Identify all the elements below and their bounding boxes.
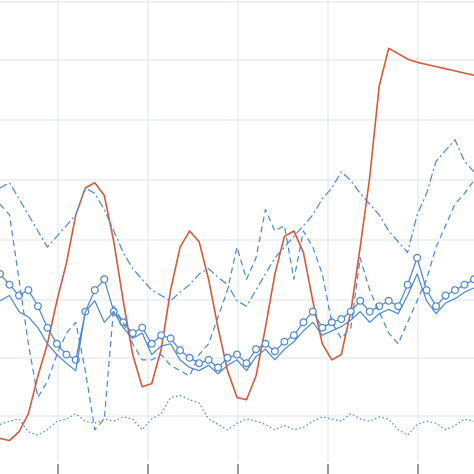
series-1-point-3 [24,286,33,295]
series-1-point-34 [318,323,327,332]
series-1-point-29 [270,347,279,356]
series-1-point-23 [214,363,223,372]
series-1-point-33 [308,307,317,316]
series-1-point-19 [176,346,185,355]
series-1-point-14 [128,329,137,338]
series-1-point-35 [327,318,336,327]
series-1-point-50 [470,275,474,284]
series-1-point-27 [252,345,261,354]
series-1-point-47 [441,291,450,300]
series-1-point-22 [204,355,213,364]
series-1-point-25 [233,350,242,359]
series-line-3 [0,180,474,431]
series-1-point-39 [365,307,374,316]
series-1-point-44 [413,253,422,262]
series-1-point-17 [157,331,166,340]
series-1-point-11 [100,275,109,284]
series-1-point-26 [242,359,251,368]
series-1-point-46 [432,302,441,311]
series-1-point-5 [43,323,52,332]
series-1-point-28 [261,339,270,348]
series-1-point-41 [384,296,393,305]
series-1-point-18 [166,334,175,343]
series-1-point-0 [0,270,4,278]
series-1-point-36 [337,315,346,324]
series-1-point-1 [5,280,14,289]
series-line-2 [0,273,474,375]
series-1-point-31 [289,331,298,340]
series-line-0 [0,47,474,442]
series-line-4 [0,139,474,307]
series-group [0,47,474,442]
grid-lines [0,0,474,462]
series-1-point-20 [185,353,194,362]
series-1-point-32 [299,318,308,327]
series-1-point-48 [451,286,460,295]
series-line-5 [0,394,474,436]
series-1-point-15 [138,323,147,332]
x-axis [57,464,419,474]
series-1-point-4 [33,302,42,311]
series-1-point-24 [223,353,232,362]
series-1-point-6 [52,339,61,348]
series-1-point-16 [147,339,156,348]
series-1-point-7 [62,350,71,359]
series-1-point-49 [460,280,469,289]
series-1-point-38 [356,296,365,305]
series-1-point-30 [280,337,289,346]
series-1-point-43 [403,280,412,289]
series-1-point-10 [90,286,99,295]
